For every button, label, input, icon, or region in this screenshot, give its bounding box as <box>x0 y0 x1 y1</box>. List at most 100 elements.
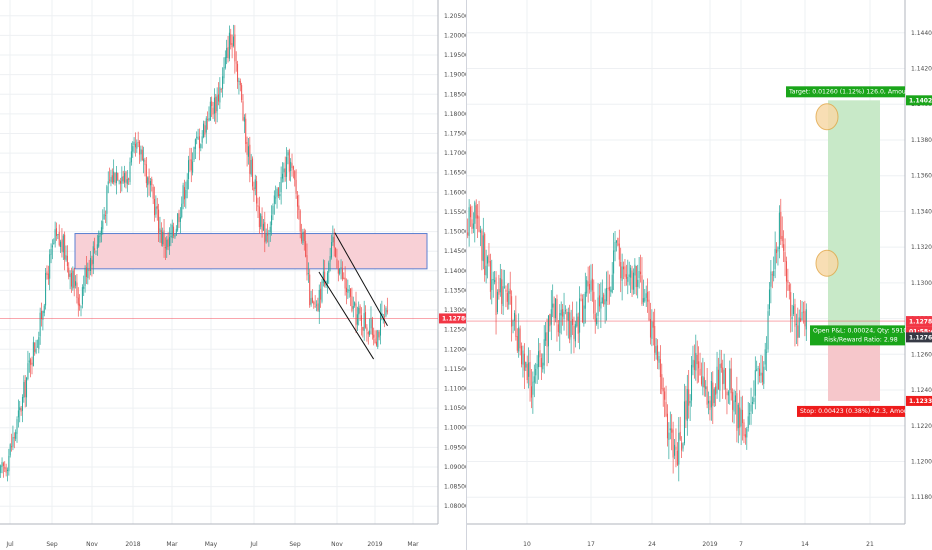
candle <box>347 288 349 293</box>
price-tick-label: 1.17500 <box>444 131 466 138</box>
countdown-tag <box>906 326 932 337</box>
candle <box>183 187 185 200</box>
candle <box>192 161 194 173</box>
candle <box>614 242 616 252</box>
candle <box>281 173 283 179</box>
candle <box>137 141 139 143</box>
profit-target-area[interactable] <box>828 100 880 326</box>
candle <box>243 117 245 122</box>
candle <box>203 123 205 138</box>
candle <box>242 101 244 121</box>
candle <box>474 202 476 224</box>
candle <box>559 313 561 334</box>
candle <box>736 393 738 431</box>
candle <box>219 87 221 103</box>
channel-lower-line[interactable] <box>318 271 375 360</box>
candle <box>572 318 574 326</box>
candle <box>64 234 66 260</box>
candle <box>45 272 47 306</box>
candle <box>587 281 589 287</box>
candle <box>58 232 60 246</box>
time-tick-label: Jul <box>249 541 258 548</box>
candle <box>760 372 762 376</box>
candle <box>523 353 525 371</box>
candle <box>477 215 479 219</box>
candle <box>638 270 640 279</box>
left-chart-pane[interactable]: 1.20500 1.20000 1.19500 1.19000 1.18500 1.180… <box>0 0 466 550</box>
candle <box>471 219 473 230</box>
candle <box>50 248 52 255</box>
candle <box>283 168 285 173</box>
candle <box>535 368 537 376</box>
candle <box>271 215 273 226</box>
candle <box>204 125 206 135</box>
candle <box>241 85 243 101</box>
candle <box>797 325 799 339</box>
candle <box>335 247 337 257</box>
candle <box>2 463 4 466</box>
candle <box>147 177 149 186</box>
candle <box>21 396 23 411</box>
candle <box>178 213 180 223</box>
candle <box>512 320 514 327</box>
price-tick-label: 1.13800 <box>911 137 932 144</box>
channel-upper-line[interactable] <box>334 232 388 326</box>
candle <box>662 388 664 392</box>
candle <box>84 268 86 286</box>
candle <box>54 229 56 244</box>
candle <box>542 362 544 370</box>
price-tick-label: 1.16000 <box>444 189 466 196</box>
candle <box>773 271 775 277</box>
candle <box>151 178 153 186</box>
candle <box>515 314 517 338</box>
candle <box>593 291 595 314</box>
candle <box>699 368 701 376</box>
current-price-label: 1.12762 <box>909 335 932 342</box>
highlight-circle[interactable] <box>815 103 839 131</box>
candle <box>292 166 294 170</box>
candle <box>317 303 319 311</box>
candle <box>371 319 373 336</box>
candle <box>661 374 663 390</box>
price-tick-label: 1.10500 <box>444 405 466 412</box>
candle <box>790 292 792 317</box>
candle <box>134 143 136 148</box>
candle <box>351 296 353 311</box>
candle <box>793 305 795 314</box>
candle <box>307 273 309 274</box>
daily-candlestick-chart[interactable]: 1.20500 1.20000 1.19500 1.19000 1.18500 1.180… <box>0 0 466 550</box>
candle <box>105 215 107 217</box>
candle <box>17 410 19 418</box>
candle <box>299 210 301 232</box>
candle <box>227 47 229 59</box>
candle <box>468 207 470 237</box>
candle <box>224 56 226 68</box>
candle <box>467 232 469 236</box>
price-tick-label: 1.18000 <box>444 111 466 118</box>
time-tick-label: 24 <box>648 541 656 548</box>
candle <box>348 290 350 291</box>
right-chart-pane[interactable]: Target: 0.01260 (1.12%) 126.0, Amount: 1… <box>466 0 932 550</box>
candle <box>60 241 62 248</box>
time-tick-label: Mar <box>166 541 178 548</box>
candle <box>519 328 521 349</box>
highlight-circle[interactable] <box>815 249 839 277</box>
candle <box>38 337 40 349</box>
candle <box>780 212 782 240</box>
candle <box>223 67 225 79</box>
candle <box>197 137 199 139</box>
candle <box>102 221 104 230</box>
candle <box>621 266 623 281</box>
candle <box>232 36 234 46</box>
support-resistance-zone[interactable] <box>74 233 428 270</box>
candle <box>489 261 491 292</box>
candle <box>194 139 196 150</box>
candle <box>601 297 603 304</box>
candle <box>125 171 127 183</box>
candle <box>145 164 147 184</box>
intraday-candlestick-chart[interactable]: Target: 0.01260 (1.12%) 126.0, Amount: 1… <box>467 0 932 550</box>
candle <box>94 248 96 250</box>
candle <box>109 179 111 181</box>
candle <box>375 341 377 346</box>
candle <box>747 416 749 429</box>
